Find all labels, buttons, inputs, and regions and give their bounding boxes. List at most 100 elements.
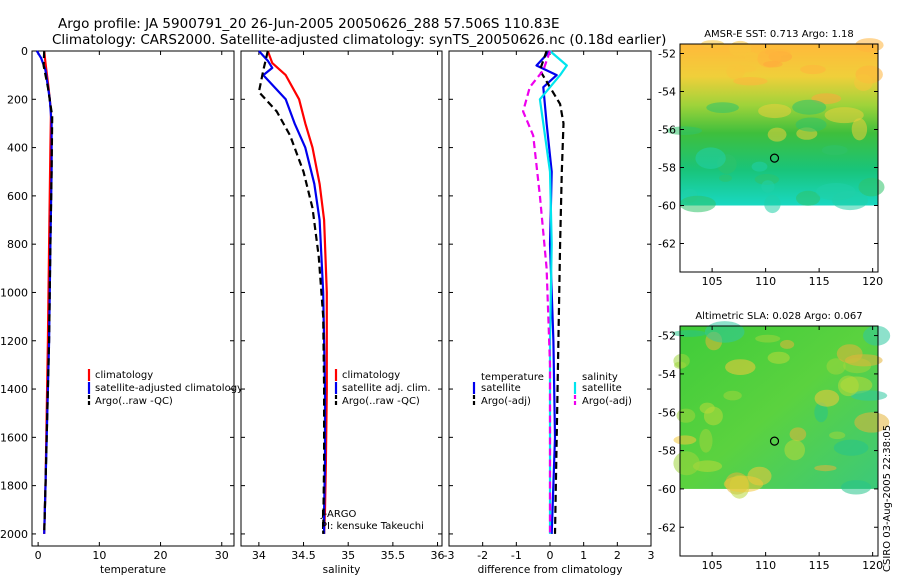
legend-label: Argo(..raw -QC) — [342, 396, 420, 407]
legend: climatology satellite-adjusted climatolog… — [87, 369, 243, 407]
legend-label: Argo(..raw -QC) — [95, 396, 173, 407]
legend: temperature salinitysatelliteArgo(-adj)sa… — [472, 372, 632, 407]
map-title: Altimetric SLA: 0.028 Argo: 0.067 — [695, 311, 862, 322]
y-tick-label: -54 — [658, 368, 676, 381]
map-pattern — [673, 435, 697, 445]
y-tick-label: 400 — [7, 142, 28, 155]
x-tick-label: 20 — [154, 549, 168, 562]
map-pattern — [765, 48, 791, 57]
y-tick-label: -52 — [658, 330, 676, 343]
map-pattern — [719, 174, 732, 182]
map-pattern — [816, 183, 856, 201]
plot-frame — [31, 50, 235, 547]
y-tick-label: -58 — [658, 445, 676, 458]
x-tick-label: 1 — [580, 549, 587, 562]
y-tick-label: 1400 — [0, 383, 28, 396]
legend: climatology satellite adj. clim. Argo(..ra… — [334, 369, 431, 407]
map-pattern — [854, 412, 890, 433]
legend-label: climatology — [95, 370, 153, 381]
map-pattern — [725, 359, 756, 375]
map-pattern — [824, 107, 864, 124]
y-tick-label: -56 — [658, 124, 676, 137]
legend-label: Argo(-adj) — [481, 396, 531, 407]
legend-heading: temperature — [481, 372, 544, 383]
map-pattern — [829, 431, 846, 440]
map-pattern — [764, 194, 781, 214]
x-tick-label: 105 — [702, 559, 723, 572]
legend-label: satellite adj. clim. — [342, 383, 431, 394]
map-pattern — [780, 339, 795, 349]
map-pattern — [851, 118, 868, 141]
y-tick-label: 1000 — [0, 286, 28, 299]
x-axis-label: salinity — [323, 564, 361, 576]
y-tick-label: -52 — [658, 48, 676, 61]
pi-text-line2: PI: kensuke Takeuchi — [321, 521, 424, 532]
x-tick-label: 36 — [431, 549, 445, 562]
map-pattern — [858, 177, 885, 197]
x-tick-label: 0 — [35, 549, 42, 562]
series-line-satellite — [538, 50, 568, 534]
profile-location-marker — [769, 153, 780, 163]
x-tick-label: 30 — [215, 549, 229, 562]
map-pattern — [666, 126, 702, 135]
series-line-argo-adj- — [521, 50, 552, 534]
y-tick-label: 0 — [21, 45, 28, 58]
x-tick-label: -1 — [511, 549, 522, 562]
x-axis-label: temperature — [100, 564, 166, 576]
y-tick-label: 1600 — [0, 431, 28, 444]
map-pattern — [826, 358, 846, 375]
legend-label: satellite — [582, 383, 622, 394]
x-tick-label: 10 — [92, 549, 106, 562]
map-pattern — [814, 389, 840, 407]
figure-title-line2: Climatology: CARS2000. Satellite-adjuste… — [52, 32, 666, 48]
map-pattern — [833, 439, 869, 456]
map-pattern — [814, 465, 837, 472]
map-pattern — [695, 147, 726, 169]
x-tick-label: 105 — [702, 275, 723, 288]
y-tick-label: 800 — [7, 238, 28, 251]
map-pattern — [755, 334, 781, 343]
y-tick-label: -56 — [658, 406, 676, 419]
figure-title-line1: Argo profile: JA 5900791_20 26-Jun-2005 … — [58, 16, 560, 32]
map-pattern — [841, 480, 872, 495]
map-pattern — [734, 65, 757, 73]
map-pattern — [763, 60, 783, 68]
y-tick-label: -54 — [658, 86, 676, 99]
map-pattern — [821, 145, 848, 156]
map-pattern — [758, 103, 792, 119]
salinity-profile-panel: 34 34.5 35 35.5 36 salinity climatology satelli… — [240, 50, 445, 576]
x-tick-label: 0 — [547, 549, 554, 562]
x-axis-label: difference from climatology — [478, 564, 623, 576]
legend-label: satellite-adjusted climatology — [95, 383, 243, 394]
sla-map-panel: Altimetric SLA: 0.028 Argo: 0.067 105 110 1… — [658, 311, 891, 572]
map-pattern — [673, 451, 700, 476]
map-pattern — [795, 117, 827, 132]
map-pattern — [704, 321, 745, 343]
map-pattern — [855, 38, 884, 53]
x-tick-label: 115 — [809, 275, 830, 288]
y-tick-label: -60 — [658, 200, 676, 213]
x-tick-label: 35.5 — [381, 549, 406, 562]
map-pattern — [800, 64, 826, 75]
map-pattern — [767, 127, 787, 142]
x-tick-label: -3 — [444, 549, 455, 562]
x-tick-label: 110 — [755, 559, 776, 572]
map-pattern — [723, 390, 742, 401]
map-pattern — [751, 161, 768, 172]
map-title: AMSR-E SST: 0.713 Argo: 1.18 — [704, 29, 854, 40]
map-pattern — [692, 460, 723, 473]
y-tick-label: 600 — [7, 190, 28, 203]
map-pattern — [706, 102, 739, 113]
x-tick-label: 120 — [862, 559, 883, 572]
map-pattern — [789, 427, 807, 442]
map-pattern — [676, 408, 696, 423]
series-line-argo-adj- — [538, 50, 565, 534]
y-tick-label: -62 — [658, 521, 676, 534]
map-pattern — [792, 99, 827, 115]
plot-frame — [240, 50, 443, 547]
y-tick-label: 1800 — [0, 480, 28, 493]
map-pattern — [814, 402, 828, 423]
map-pattern — [699, 428, 713, 453]
map-pattern — [754, 174, 780, 185]
